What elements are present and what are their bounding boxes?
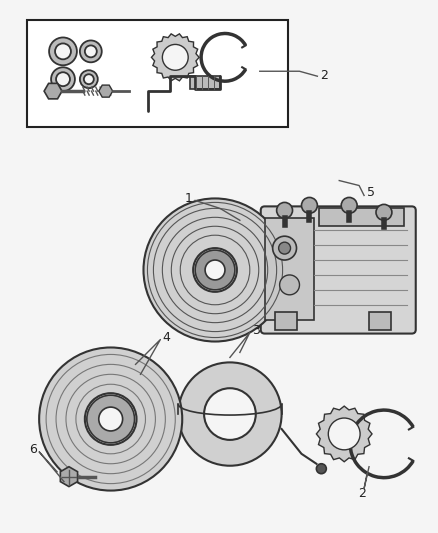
FancyBboxPatch shape [261,206,416,334]
Bar [265,219,314,320]
Circle shape [178,362,282,466]
Circle shape [279,242,290,254]
Polygon shape [316,406,372,462]
Circle shape [316,464,326,474]
Circle shape [99,407,123,431]
Circle shape [301,197,318,213]
Text: 5: 5 [367,186,375,199]
Circle shape [341,197,357,213]
Circle shape [144,198,286,342]
Circle shape [328,418,360,450]
Polygon shape [60,467,78,487]
Circle shape [195,250,235,290]
Bar [190,76,220,89]
Circle shape [87,395,134,443]
Text: 6: 6 [29,443,37,456]
Circle shape [84,74,94,84]
Bar [319,208,404,226]
Bar [275,312,297,329]
Text: 4: 4 [162,331,170,344]
Circle shape [205,260,225,280]
Circle shape [376,204,392,220]
Text: 2: 2 [358,487,366,500]
Circle shape [162,44,188,70]
Bar [369,312,391,329]
Circle shape [80,70,98,88]
Circle shape [277,203,293,219]
Circle shape [204,388,256,440]
Text: 2: 2 [320,69,328,82]
Circle shape [39,348,182,490]
Circle shape [193,248,237,292]
Circle shape [56,72,70,86]
Circle shape [279,275,300,295]
Circle shape [85,45,97,58]
Circle shape [49,37,77,65]
Circle shape [80,41,102,62]
Circle shape [273,236,297,260]
Circle shape [85,393,137,445]
Text: 1: 1 [184,192,192,205]
Text: 3: 3 [252,324,260,337]
Circle shape [51,67,75,91]
Polygon shape [152,34,199,81]
Circle shape [55,43,71,59]
Bar [27,20,288,127]
Polygon shape [44,83,62,99]
Polygon shape [99,85,113,97]
